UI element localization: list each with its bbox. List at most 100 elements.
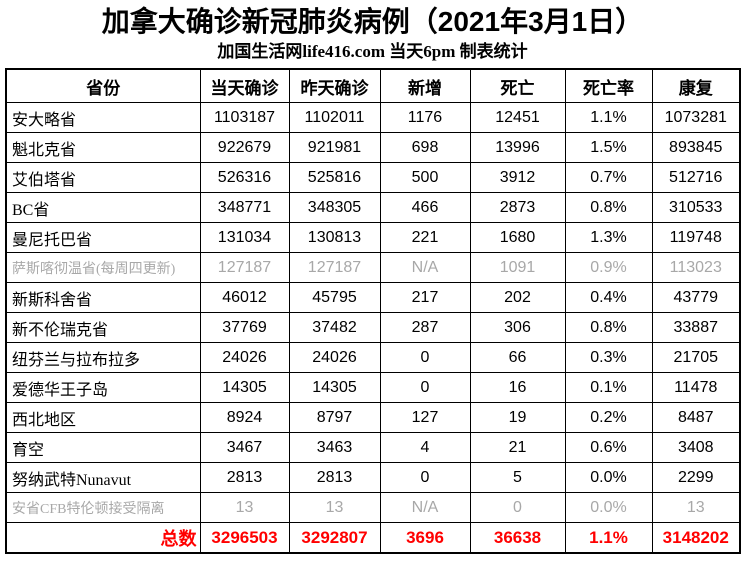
cell-value: 310533 — [651, 192, 741, 223]
cell-province: 艾伯塔省 — [5, 162, 201, 193]
cell-value: 4 — [379, 432, 471, 463]
cell-value: 8924 — [199, 402, 290, 433]
column-header: 死亡率 — [564, 68, 653, 103]
cell-province: 总数 — [5, 522, 201, 554]
covid-stats-table: 省份 当天确诊 昨天确诊 新增 死亡 死亡率 康复 安大略省 1103187 1102011 11… — [5, 68, 741, 554]
cell-value: 0 — [379, 342, 471, 373]
table-row: 安省CFB特伦顿接受隔离 13 13 N/A 0 0.0% 13 — [5, 492, 741, 523]
page-subtitle: 加国生活网life416.com 当天6pm 制表统计 — [217, 42, 528, 61]
table-row: 新不伦瑞克省 37769 37482 287 306 0.8% 33887 — [5, 312, 741, 343]
cell-value: 14305 — [199, 372, 290, 403]
cell-value: 46012 — [199, 282, 290, 313]
cell-value: 1.1% — [564, 522, 653, 554]
cell-value: 0.0% — [564, 462, 653, 493]
cell-value: 13 — [651, 492, 741, 523]
cell-value: 14305 — [288, 372, 381, 403]
cell-value: 2873 — [469, 192, 566, 223]
cell-province: 纽芬兰与拉布拉多 — [5, 342, 201, 373]
cell-value: 3148202 — [651, 522, 741, 554]
cell-value: 12451 — [469, 102, 566, 133]
cell-value: 2813 — [288, 462, 381, 493]
cell-value: 16 — [469, 372, 566, 403]
cell-value: 3296503 — [199, 522, 290, 554]
cell-value: 113023 — [651, 252, 741, 283]
cell-value: N/A — [379, 492, 471, 523]
cell-value: 1680 — [469, 222, 566, 253]
cell-value: 36638 — [469, 522, 566, 554]
cell-province: 育空 — [5, 432, 201, 463]
cell-province: 魁北克省 — [5, 132, 201, 163]
cell-value: 1.5% — [564, 132, 653, 163]
cell-value: 525816 — [288, 162, 381, 193]
cell-value: 1091 — [469, 252, 566, 283]
column-header: 新增 — [379, 68, 471, 103]
cell-value: 221 — [379, 222, 471, 253]
cell-value: 3467 — [199, 432, 290, 463]
cell-value: 0.9% — [564, 252, 653, 283]
cell-province: 萨斯喀彻温省(每周四更新) — [5, 252, 201, 283]
cell-value: 0.2% — [564, 402, 653, 433]
cell-value: 3912 — [469, 162, 566, 193]
table-row: 萨斯喀彻温省(每周四更新) 127187 127187 N/A 1091 0.9% 1130… — [5, 252, 741, 283]
cell-value: 217 — [379, 282, 471, 313]
table-row: 安大略省 1103187 1102011 1176 12451 1.1% 1073281 — [5, 102, 741, 133]
cell-value: 21 — [469, 432, 566, 463]
cell-value: 127187 — [288, 252, 381, 283]
column-header: 当天确诊 — [199, 68, 290, 103]
page: 加拿大确诊新冠肺炎病例（2021年3月1日） 加国生活网life416.com … — [5, 6, 741, 554]
cell-value: 0.4% — [564, 282, 653, 313]
cell-province: 新斯科舍省 — [5, 282, 201, 313]
column-header: 死亡 — [469, 68, 566, 103]
cell-value: 37769 — [199, 312, 290, 343]
cell-value: 37482 — [288, 312, 381, 343]
cell-value: 11478 — [651, 372, 741, 403]
cell-value: 2813 — [199, 462, 290, 493]
cell-province: 西北地区 — [5, 402, 201, 433]
total-row: 总数 3296503 3292807 3696 36638 1.1% 3148202 — [5, 522, 741, 554]
cell-province: 安大略省 — [5, 102, 201, 133]
table-row: 爱德华王子岛 14305 14305 0 16 0.1% 11478 — [5, 372, 741, 403]
cell-value: 2299 — [651, 462, 741, 493]
cell-province: 曼尼托巴省 — [5, 222, 201, 253]
cell-value: 526316 — [199, 162, 290, 193]
cell-value: 131034 — [199, 222, 290, 253]
cell-value: 5 — [469, 462, 566, 493]
table-row: 艾伯塔省 526316 525816 500 3912 0.7% 512716 — [5, 162, 741, 193]
cell-value: 202 — [469, 282, 566, 313]
page-title: 加拿大确诊新冠肺炎病例（2021年3月1日） — [101, 6, 644, 37]
cell-value: 45795 — [288, 282, 381, 313]
cell-value: 13996 — [469, 132, 566, 163]
cell-value: 8797 — [288, 402, 381, 433]
table-row: 新斯科舍省 46012 45795 217 202 0.4% 43779 — [5, 282, 741, 313]
cell-value: N/A — [379, 252, 471, 283]
cell-province: 安省CFB特伦顿接受隔离 — [5, 492, 201, 523]
table-row: 纽芬兰与拉布拉多 24026 24026 0 66 0.3% 21705 — [5, 342, 741, 373]
header-row: 省份 当天确诊 昨天确诊 新增 死亡 死亡率 康复 — [5, 68, 741, 103]
cell-value: 698 — [379, 132, 471, 163]
cell-value: 24026 — [199, 342, 290, 373]
cell-province: BC省 — [5, 192, 201, 223]
cell-value: 19 — [469, 402, 566, 433]
cell-value: 500 — [379, 162, 471, 193]
cell-value: 119748 — [651, 222, 741, 253]
cell-value: 0.1% — [564, 372, 653, 403]
cell-value: 3696 — [379, 522, 471, 554]
cell-value: 0.0% — [564, 492, 653, 523]
table-row: 魁北克省 922679 921981 698 13996 1.5% 893845 — [5, 132, 741, 163]
cell-value: 3463 — [288, 432, 381, 463]
cell-value: 922679 — [199, 132, 290, 163]
cell-value: 13 — [288, 492, 381, 523]
cell-value: 1102011 — [288, 102, 381, 133]
cell-province: 新不伦瑞克省 — [5, 312, 201, 343]
cell-value: 1.3% — [564, 222, 653, 253]
cell-value: 127187 — [199, 252, 290, 283]
cell-value: 66 — [469, 342, 566, 373]
cell-value: 21705 — [651, 342, 741, 373]
cell-value: 0 — [379, 462, 471, 493]
cell-value: 0.8% — [564, 192, 653, 223]
cell-value: 43779 — [651, 282, 741, 313]
cell-value: 130813 — [288, 222, 381, 253]
table-row: BC省 348771 348305 466 2873 0.8% 310533 — [5, 192, 741, 223]
cell-value: 3292807 — [288, 522, 381, 554]
cell-value: 921981 — [288, 132, 381, 163]
